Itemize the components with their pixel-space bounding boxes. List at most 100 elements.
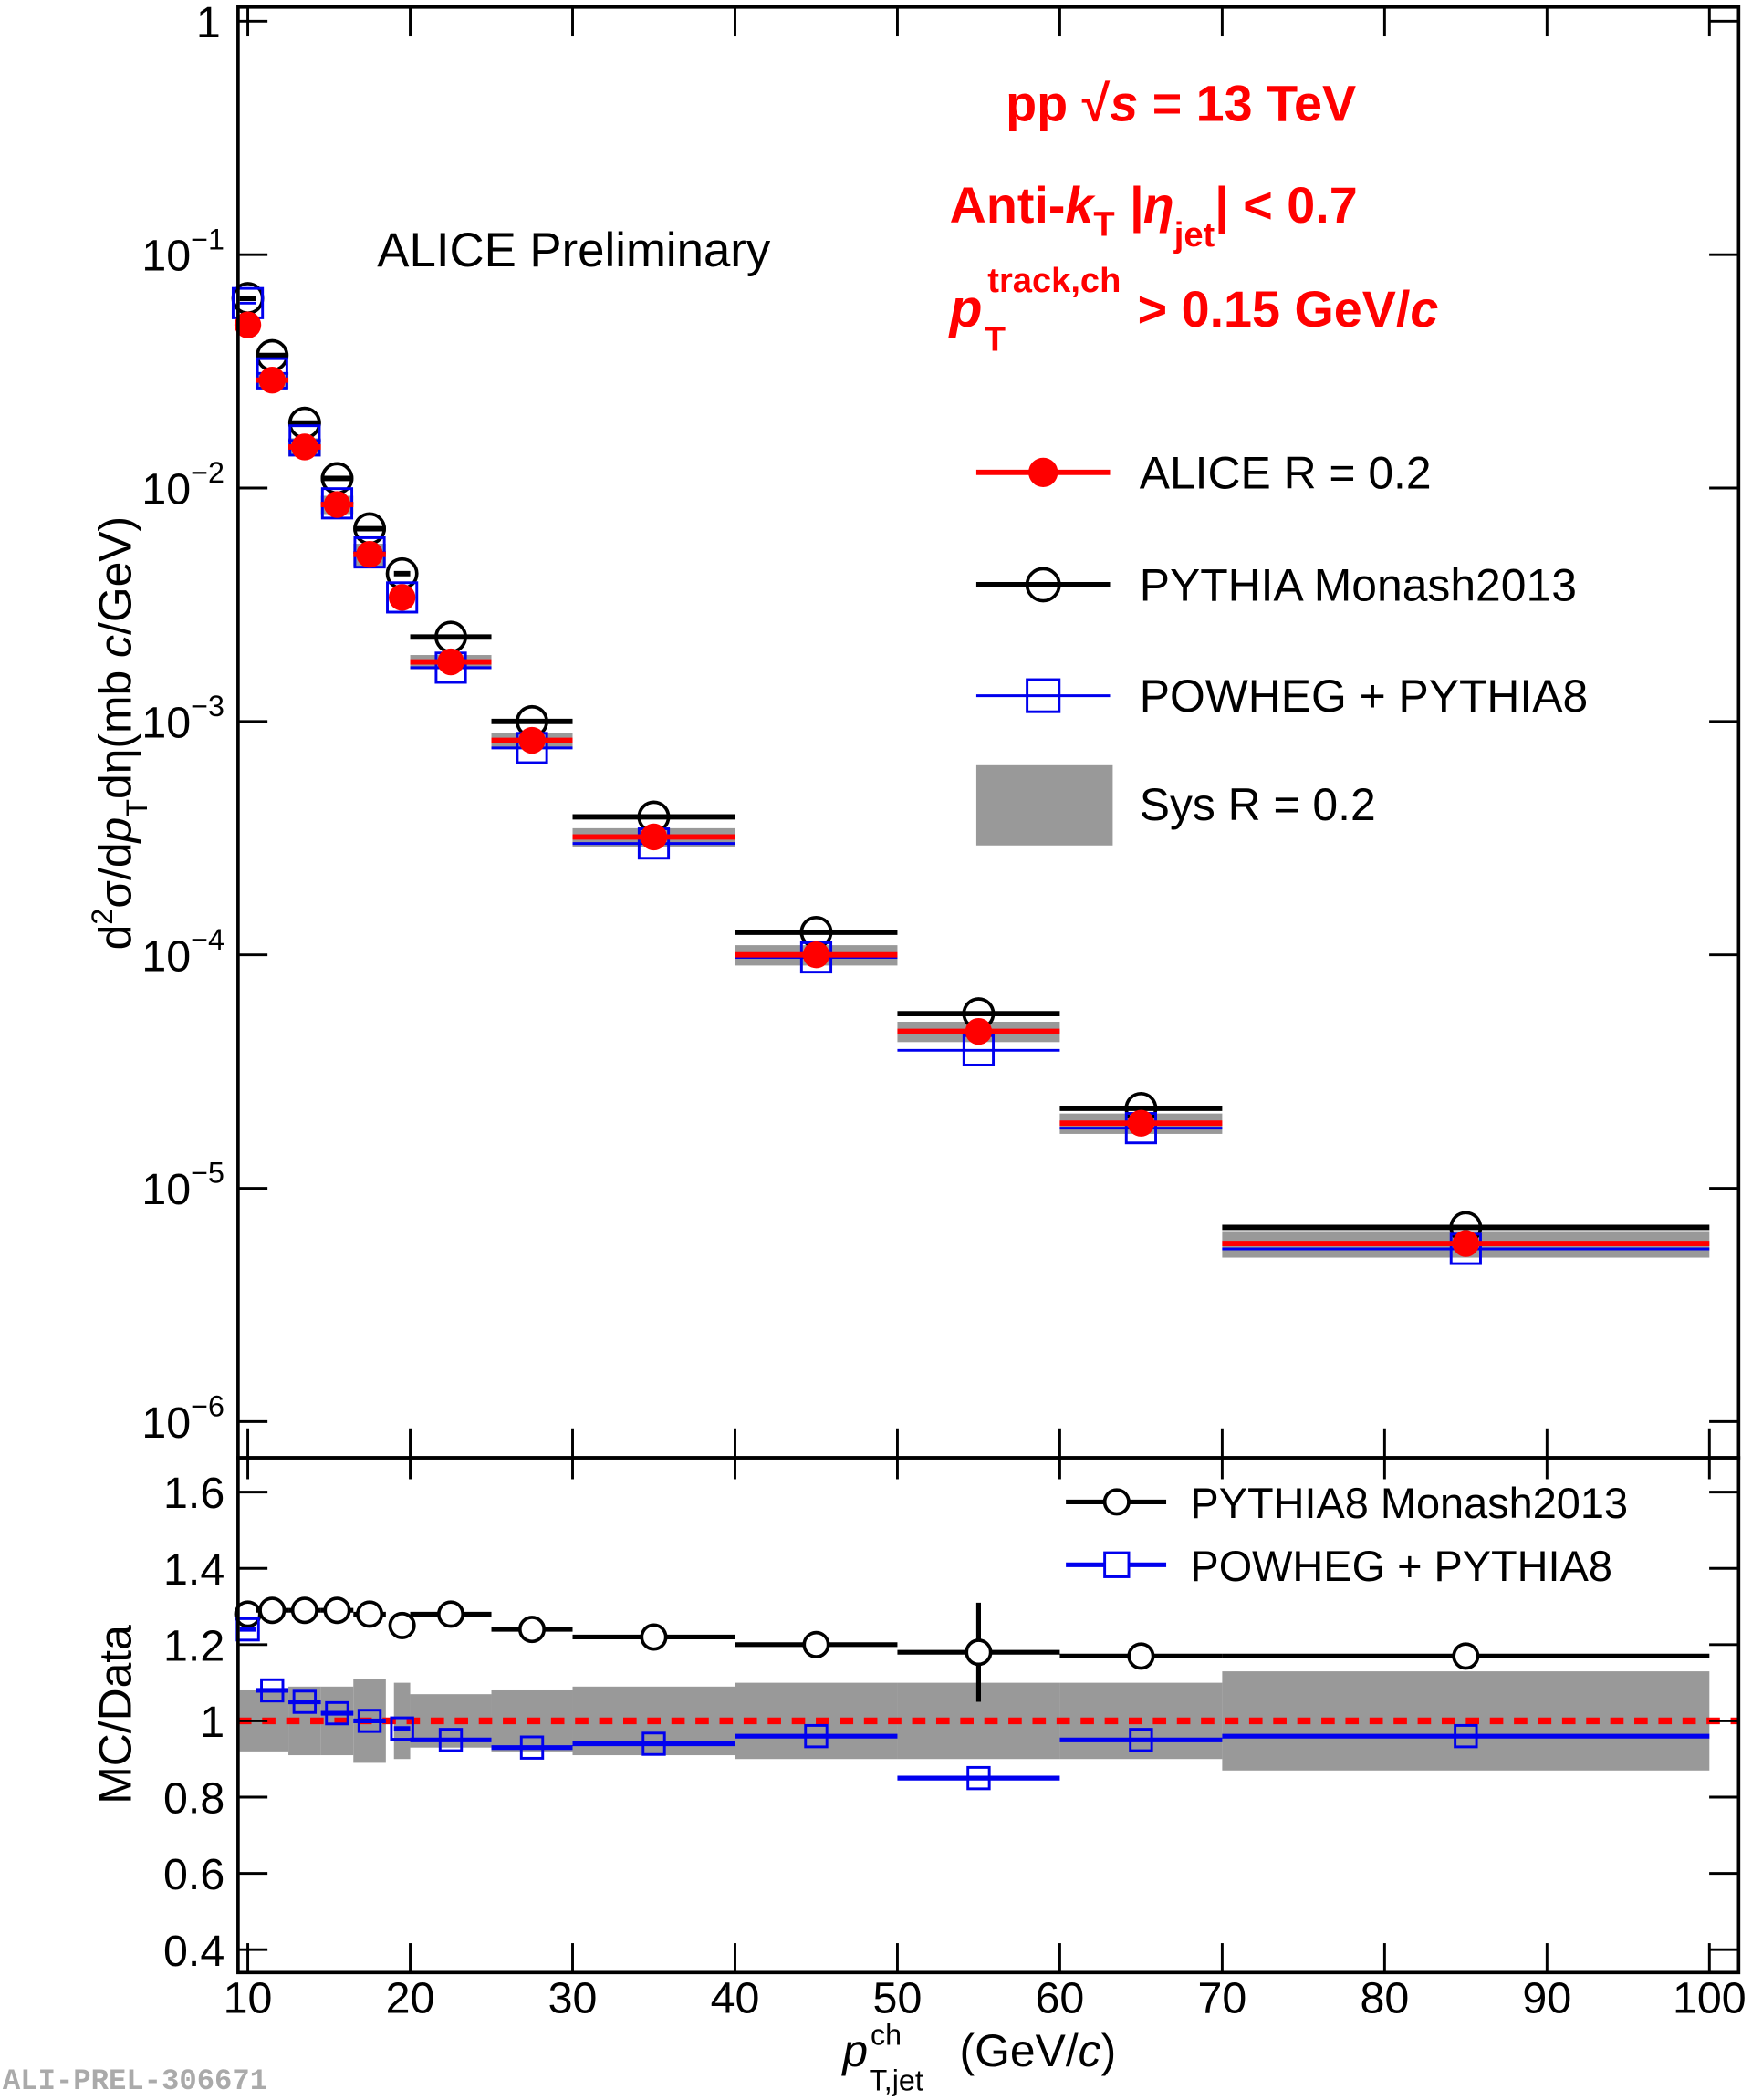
- jet-part: Anti-: [950, 177, 1066, 234]
- y-label-part: /GeV): [90, 516, 141, 635]
- y-label-part: c: [90, 635, 141, 658]
- marker: [1026, 678, 1061, 713]
- marker: [290, 1596, 318, 1625]
- marker: [640, 1623, 668, 1651]
- marker: [323, 1596, 351, 1625]
- y-label-part: d: [90, 925, 141, 951]
- jet-part: jet: [1173, 216, 1215, 255]
- y-tick-exponent: −4: [191, 923, 224, 956]
- marker: [357, 1709, 382, 1733]
- x-label-part: (GeV/: [947, 2025, 1079, 2076]
- y-tick-label: 1.6: [163, 1469, 224, 1518]
- y-tick-label: 10−1: [141, 223, 224, 280]
- marker: [519, 1735, 545, 1760]
- marker: [517, 1616, 547, 1644]
- x-tick-label: 60: [1036, 1973, 1085, 2022]
- x-tick-label: 10: [224, 1973, 273, 2022]
- marker: [965, 1638, 993, 1667]
- x-tick-label: 20: [386, 1973, 435, 2022]
- marker: [1454, 1723, 1478, 1749]
- marker: [1103, 1551, 1131, 1578]
- y-tick-label: 10−5: [141, 1157, 224, 1214]
- ratio-axis-label: MC/Data: [90, 1625, 141, 1804]
- marker: [1127, 1642, 1155, 1670]
- y-tick-label: 1: [200, 1698, 224, 1747]
- y-tick-base: 10: [141, 465, 191, 515]
- y-tick-exponent: −2: [191, 456, 224, 489]
- legend-swatch: [975, 764, 1113, 846]
- y-axis-label: d2σ/dpTdη(mb c/GeV): [86, 516, 153, 951]
- jet-part: |η: [1115, 177, 1174, 234]
- x-tick-label: 70: [1197, 1973, 1246, 2022]
- jet-part: k: [1065, 177, 1096, 234]
- track-part: c: [1410, 281, 1438, 338]
- x-label-part: p: [840, 2025, 868, 2076]
- marker: [1452, 1230, 1480, 1257]
- marker: [291, 433, 318, 461]
- frame: [236, 1456, 1741, 1975]
- track-label: p track,ch T > 0.15 GeV/c: [948, 262, 1439, 359]
- legend-label: POWHEG + PYTHIA8: [1190, 1543, 1612, 1590]
- y-tick-base: 10: [141, 1165, 191, 1214]
- legend-label: PYTHIA Monash2013: [1140, 560, 1577, 611]
- y-tick-exponent: −5: [191, 1157, 224, 1190]
- x-tick-label: 90: [1522, 1973, 1571, 2022]
- x-label-part: ): [1101, 2025, 1117, 2076]
- x-label-part: ch: [871, 2018, 902, 2051]
- legend-label: Sys R = 0.2: [1140, 779, 1376, 830]
- x-axis-label: p ch T,jet (GeV/c): [840, 2018, 1116, 2096]
- y-tick-label: 0.6: [163, 1850, 224, 1899]
- marker: [802, 1630, 830, 1658]
- marker: [1452, 1642, 1480, 1670]
- marker: [1129, 1728, 1153, 1752]
- x-tick-label: 30: [548, 1973, 598, 2022]
- x-tick-label: 80: [1360, 1973, 1409, 2022]
- marker: [386, 581, 419, 614]
- marker: [388, 584, 416, 611]
- track-part: track,ch: [987, 262, 1121, 300]
- track-part: T: [985, 320, 1006, 359]
- y-tick-base: 10: [141, 232, 191, 281]
- marker: [325, 1700, 349, 1726]
- y-label-part: σ/d: [90, 842, 141, 908]
- legend-label: POWHEG + PYTHIA8: [1140, 671, 1588, 722]
- marker: [258, 367, 286, 394]
- marker: [437, 1600, 465, 1628]
- track-part: p: [948, 279, 983, 338]
- y-tick-exponent: −3: [191, 690, 224, 723]
- experiment-label: ALICE Preliminary: [377, 224, 771, 277]
- y-label-part: 2: [86, 909, 119, 925]
- jet-label: Anti-kT |ηjet| < 0.7: [950, 177, 1358, 255]
- marker: [802, 941, 830, 969]
- marker: [292, 1689, 318, 1714]
- y-tick-exponent: −1: [191, 223, 224, 255]
- energy-part: = 13 TeV: [1138, 75, 1356, 131]
- y-tick-label: 10−6: [141, 1390, 224, 1448]
- y-tick-base: 10: [141, 931, 191, 981]
- marker: [640, 823, 668, 851]
- y-tick-label: 10−3: [141, 690, 224, 747]
- y-label-part: p: [90, 817, 141, 845]
- energy-part: pp √: [1006, 75, 1111, 131]
- x-tick-label: 40: [711, 1973, 760, 2022]
- y-tick-label: 1.2: [163, 1621, 224, 1670]
- y-tick-base: 10: [141, 698, 191, 747]
- marker: [388, 1611, 416, 1639]
- y-tick-label: 1.4: [163, 1545, 224, 1595]
- marker: [1028, 457, 1058, 487]
- y-label-part: T: [120, 799, 153, 817]
- marker: [804, 1723, 829, 1749]
- legend-label: ALICE R = 0.2: [1140, 447, 1432, 498]
- marker: [1102, 1488, 1131, 1516]
- marker: [518, 726, 546, 754]
- x-tick-label: 50: [873, 1973, 923, 2022]
- y-tick-label: 10−4: [141, 923, 224, 981]
- energy-part: s: [1110, 75, 1138, 131]
- x-label-part: T,jet: [870, 2064, 923, 2096]
- marker: [260, 1678, 285, 1703]
- y-tick-label: 0.8: [163, 1774, 224, 1824]
- marker: [323, 491, 351, 518]
- y-tick-label: 10−2: [141, 456, 224, 514]
- track-part: > 0.15 GeV/: [1123, 281, 1410, 338]
